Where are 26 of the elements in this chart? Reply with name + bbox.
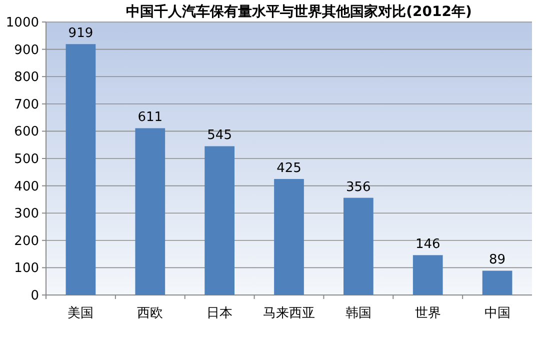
x-tick-label: 马来西亚	[263, 306, 315, 321]
y-tick-label: 500	[14, 152, 39, 167]
x-tick-label: 中国	[484, 306, 510, 321]
chart-title: 中国千人汽车保有量水平与世界其他国家对比(2012年)	[126, 3, 472, 20]
data-label: 89	[489, 252, 506, 268]
data-label: 356	[346, 180, 371, 195]
y-tick-label: 400	[14, 179, 39, 194]
x-tick-label: 西欧	[137, 306, 164, 321]
data-label: 146	[415, 237, 440, 252]
y-tick-label: 1000	[6, 16, 39, 30]
y-tick-label: 0	[30, 288, 39, 304]
x-tick-label: 韩国	[345, 306, 372, 321]
data-label: 545	[207, 128, 232, 144]
y-tick-label: 900	[14, 42, 39, 58]
data-label: 425	[276, 160, 302, 176]
x-tick-label: 日本	[206, 306, 233, 321]
y-tick-label: 700	[14, 97, 39, 112]
y-tick-label: 800	[14, 70, 39, 86]
x-tick-label: 世界	[414, 306, 441, 321]
y-tick-label: 600	[14, 124, 39, 140]
x-tick-label: 美国	[68, 305, 94, 321]
y-tick-label: 100	[14, 261, 39, 276]
data-label: 919	[68, 26, 94, 42]
y-tick-label: 300	[14, 206, 39, 222]
y-tick-label: 200	[14, 234, 39, 249]
data-label: 611	[138, 110, 163, 126]
